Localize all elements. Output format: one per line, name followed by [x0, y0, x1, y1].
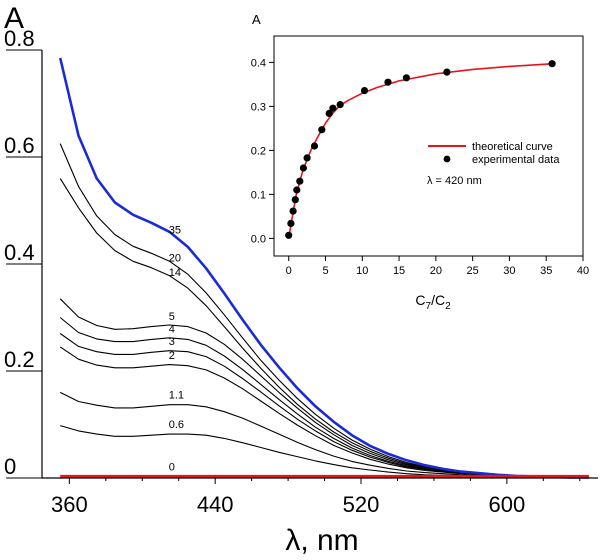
spectrum-curve-3: [59, 333, 589, 479]
inset-x-tick-label: 40: [577, 265, 589, 277]
spectrum-label-0: 0: [169, 461, 175, 473]
experimental-point: [285, 231, 293, 239]
inset-x-tick-label: 35: [540, 265, 552, 277]
experimental-point: [287, 219, 295, 227]
inset-axes-frame: [273, 35, 584, 257]
inset-points-group: [285, 60, 556, 239]
inset-background: [258, 28, 598, 294]
spectrum-curve-4: [59, 317, 589, 479]
spectrum-label-14: 14: [169, 267, 181, 279]
experimental-point: [291, 196, 299, 204]
spectrum-label-20: 20: [169, 253, 181, 265]
spectrum-label-0.6: 0.6: [169, 419, 184, 431]
spectrum-curve-5: [59, 298, 589, 479]
inset-y-tick-label: 0.2: [251, 145, 266, 157]
inset-x-label-mid: /C: [431, 292, 445, 308]
experimental-point: [402, 74, 410, 82]
experimental-point: [318, 126, 326, 134]
inset-x-tick-label: 0: [286, 265, 292, 277]
main-x-axis-label: λ, nm: [285, 524, 358, 557]
inset-titration-chart: A 0 5 10 15 20 25 30 35 400.00.10.20.30.4 C7/C2 …: [251, 12, 598, 312]
main-y-tick-label: 0: [4, 454, 16, 479]
spectrum-label-1.1: 1.1: [169, 390, 184, 402]
inset-wavelength-annotation: λ = 420 nm: [427, 175, 482, 187]
inset-x-label-main: C: [415, 292, 425, 308]
experimental-point: [384, 78, 392, 86]
legend-entry-theoretical: theoretical curve: [472, 141, 553, 153]
main-axes-frame: [41, 50, 598, 479]
experimental-point: [336, 101, 344, 109]
experimental-point: [548, 60, 556, 68]
inset-y-tick-label: 0.4: [251, 57, 266, 69]
main-series-group: [58, 57, 589, 479]
spectrum-label-4: 4: [169, 324, 175, 336]
experimental-point: [329, 104, 337, 112]
inset-y-tick-label: 0.1: [251, 189, 266, 201]
spectrum-curve-1.1: [59, 391, 589, 479]
experimental-point: [360, 87, 369, 95]
main-y-tick-label: 0.4: [4, 240, 35, 265]
experimental-point: [310, 142, 319, 150]
inset-legend: theoretical curve experimental data: [428, 141, 560, 166]
experimental-point: [303, 154, 311, 162]
main-y-axis-label: A: [4, 2, 24, 35]
inset-x-axis-label: C7/C2: [415, 292, 451, 312]
inset-x-tick-label: 15: [393, 265, 405, 277]
experimental-point: [293, 186, 301, 194]
main-y-tick-label: 0.8: [4, 26, 35, 51]
inset-x-tick-label: 10: [356, 265, 368, 277]
main-x-tick-label: 440: [197, 492, 234, 517]
spectrum-curve-2: [59, 346, 589, 479]
experimental-point: [443, 68, 451, 76]
inset-y-axis-label: A: [252, 12, 261, 27]
inset-y-tick-label: 0.3: [251, 101, 266, 113]
experimental-point: [289, 207, 297, 215]
main-x-tick-label: 360: [51, 492, 88, 517]
inset-x-tick-label: 5: [322, 265, 328, 277]
main-series-labels: 0 0.6 1.1 2 345 14 20 35: [169, 224, 184, 473]
spectrum-label-5: 5: [169, 311, 175, 323]
inset-x-tick-label: 20: [430, 265, 442, 277]
inset-axis-ticks: 0 5 10 15 20 25 30 35 40 0.0 0.1 0.2 0.3 0.4: [251, 57, 589, 277]
inset-x-label-sub1: 7: [426, 301, 432, 312]
experimental-point: [299, 164, 307, 172]
spectrum-label-3: 3: [169, 336, 175, 348]
legend-entry-experimental: experimental data: [472, 154, 560, 166]
main-y-tick-label: 0.6: [4, 133, 35, 158]
spectrum-label-2: 2: [169, 350, 175, 362]
main-x-tick-label: 520: [343, 492, 380, 517]
inset-x-label-sub2: 2: [445, 301, 451, 312]
spectrum-label-35: 35: [169, 224, 181, 236]
inset-x-tick-label: 25: [467, 265, 479, 277]
main-y-tick-label: 0.2: [4, 347, 35, 372]
inset-y-tick-label: 0.0: [251, 233, 266, 245]
inset-plot-border: [273, 35, 584, 257]
inset-x-tick-label: 30: [503, 265, 515, 277]
legend-point-swatch: [443, 155, 451, 163]
main-x-tick-label: 600: [488, 492, 525, 517]
experimental-point: [296, 177, 304, 185]
experimental-point: [325, 109, 333, 117]
